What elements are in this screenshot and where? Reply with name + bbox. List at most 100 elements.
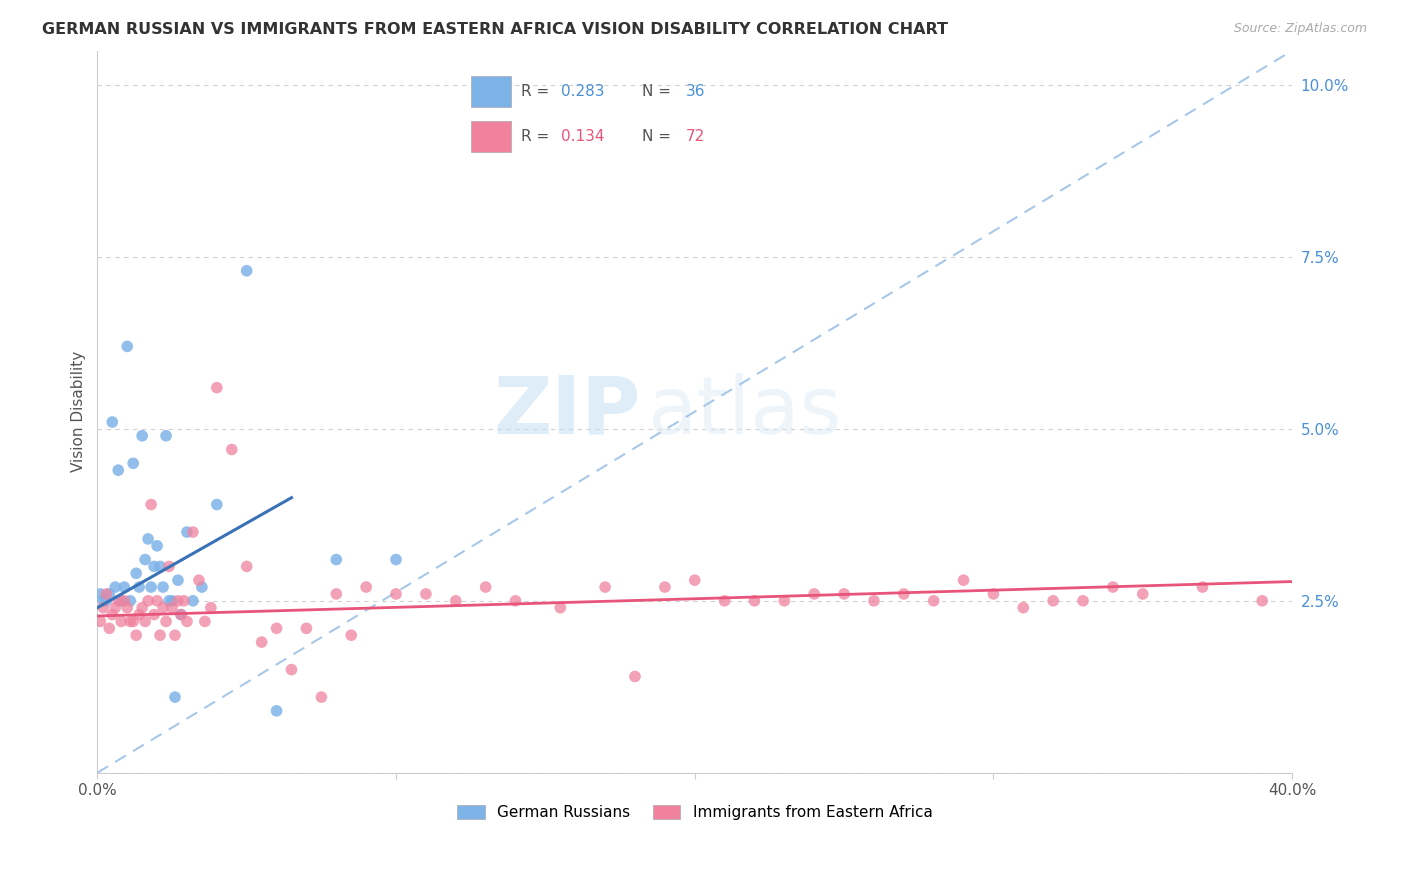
Point xyxy=(415,587,437,601)
Point xyxy=(128,607,150,622)
Point xyxy=(221,442,243,457)
Point xyxy=(205,381,228,395)
Point xyxy=(128,580,150,594)
Point xyxy=(1102,580,1125,594)
Point xyxy=(266,621,288,635)
Point xyxy=(194,615,217,629)
Point xyxy=(149,628,172,642)
Point xyxy=(110,615,132,629)
Point xyxy=(134,615,156,629)
Point xyxy=(1012,600,1035,615)
Point xyxy=(96,587,118,601)
Point xyxy=(91,600,114,615)
Point xyxy=(340,628,363,642)
Point xyxy=(107,463,129,477)
Point xyxy=(139,580,162,594)
Point xyxy=(120,615,142,629)
Point xyxy=(266,704,288,718)
Point xyxy=(157,559,180,574)
Point xyxy=(96,594,118,608)
Point xyxy=(354,580,377,594)
Point xyxy=(131,429,153,443)
Point xyxy=(1132,587,1154,601)
Text: ZIP: ZIP xyxy=(494,373,641,450)
Point xyxy=(170,607,193,622)
Point xyxy=(163,628,186,642)
Point xyxy=(773,594,796,608)
Point xyxy=(1071,594,1094,608)
Point xyxy=(146,594,169,608)
Point xyxy=(325,587,347,601)
Point xyxy=(136,594,159,608)
Point xyxy=(89,615,111,629)
Point xyxy=(167,594,190,608)
Point xyxy=(139,498,162,512)
Point xyxy=(683,573,706,587)
Point xyxy=(474,580,496,594)
Point xyxy=(125,566,148,581)
Point xyxy=(136,532,159,546)
Point xyxy=(235,559,257,574)
Point xyxy=(115,600,138,615)
Point xyxy=(181,594,204,608)
Point xyxy=(893,587,915,601)
Legend: German Russians, Immigrants from Eastern Africa: German Russians, Immigrants from Eastern… xyxy=(451,799,939,827)
Point xyxy=(654,580,676,594)
Point xyxy=(160,594,183,608)
Point xyxy=(385,587,408,601)
Point xyxy=(803,587,825,601)
Point xyxy=(98,587,121,601)
Point xyxy=(922,594,945,608)
Point xyxy=(120,594,142,608)
Point xyxy=(89,587,111,601)
Point xyxy=(280,663,302,677)
Text: atlas: atlas xyxy=(647,373,841,450)
Point xyxy=(107,594,129,608)
Point xyxy=(134,552,156,566)
Point xyxy=(173,594,195,608)
Point xyxy=(176,524,198,539)
Point xyxy=(98,621,121,635)
Point xyxy=(101,415,124,429)
Point xyxy=(152,580,174,594)
Point xyxy=(593,580,616,594)
Point xyxy=(505,594,527,608)
Point xyxy=(250,635,273,649)
Point xyxy=(122,456,145,470)
Point xyxy=(295,621,318,635)
Point xyxy=(146,539,169,553)
Point xyxy=(157,594,180,608)
Point xyxy=(101,607,124,622)
Point xyxy=(131,600,153,615)
Point xyxy=(115,339,138,353)
Point xyxy=(125,628,148,642)
Point xyxy=(181,524,204,539)
Point xyxy=(1191,580,1213,594)
Point xyxy=(983,587,1005,601)
Point xyxy=(163,690,186,704)
Point xyxy=(187,573,209,587)
Point xyxy=(167,573,190,587)
Point xyxy=(112,594,135,608)
Point xyxy=(1042,594,1064,608)
Point xyxy=(235,264,257,278)
Point xyxy=(152,600,174,615)
Point xyxy=(325,552,347,566)
Point xyxy=(191,580,214,594)
Point xyxy=(155,615,177,629)
Point xyxy=(176,615,198,629)
Point xyxy=(744,594,766,608)
Point xyxy=(311,690,333,704)
Point xyxy=(160,600,183,615)
Point xyxy=(122,615,145,629)
Point xyxy=(205,498,228,512)
Y-axis label: Vision Disability: Vision Disability xyxy=(72,351,86,473)
Point xyxy=(143,559,166,574)
Point xyxy=(444,594,467,608)
Point xyxy=(713,594,735,608)
Point xyxy=(104,580,127,594)
Point xyxy=(170,607,193,622)
Point xyxy=(155,429,177,443)
Point xyxy=(91,594,114,608)
Point xyxy=(952,573,974,587)
